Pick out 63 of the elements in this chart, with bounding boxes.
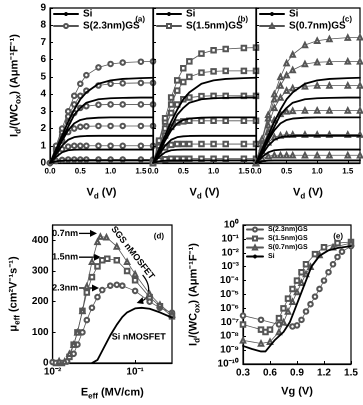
annotation: 2.3nm (52, 282, 78, 292)
y-tick-label: 6 (40, 54, 46, 66)
x-tick-label: 0.5 (281, 166, 293, 176)
text: (a) (135, 14, 146, 24)
x-tick-label: 1.5 (135, 166, 147, 176)
legend-label: S(1.5nm)GS (186, 20, 244, 32)
y-tick-label: 10⁻⁵ (220, 289, 240, 300)
y-tick-label: 2 (40, 123, 46, 134)
y-tick-label: 10⁻² (222, 247, 240, 258)
y-tick-label: 8 (40, 20, 46, 31)
legend-label: Si (186, 8, 196, 20)
y-tick-label: 0 (40, 158, 46, 168)
y-tick-label: 300 (32, 266, 50, 276)
x-tick-label: 0.0 (44, 166, 56, 176)
annotation: Si nMOSFET (112, 331, 166, 342)
legend-label: Si (289, 8, 299, 20)
y-tick-label: 0 (43, 358, 50, 368)
y-tick-label: 10⁻⁶ (220, 302, 239, 314)
y-tick-label: 10⁻⁷ (220, 316, 239, 328)
legend-label: S(0.7nm)GS (289, 20, 346, 32)
x-tick-label: 0.9 (290, 368, 304, 378)
x-tick-label: 1.0 (208, 166, 220, 176)
legend-label: S(2.3nm)GS (83, 20, 140, 32)
y-tick-label: 7 (40, 36, 46, 48)
y-tick-label: 10⁻³ (222, 261, 240, 272)
y-tick-label: 10⁻⁴ (220, 275, 240, 286)
y-tick-label: 10⁻¹ (222, 233, 240, 244)
x-tick-label: 1.5 (342, 166, 354, 176)
x-axis-title: Vg (V) (281, 386, 314, 398)
text: (b) (238, 14, 248, 24)
annotation: 0.7nm (52, 228, 78, 238)
y-tick-label: 3 (40, 106, 46, 117)
x-tick-label: 1.0 (312, 166, 324, 176)
y-axis-title: Id/(WCox) (Aμm⁻¹F⁻¹) (8, 34, 22, 137)
x-tick-label: 0.0 (147, 166, 160, 176)
y-tick-label: 200 (32, 296, 50, 308)
y-tick-label: 9 (40, 2, 46, 14)
x-tick-label: 10⁻¹ (126, 366, 144, 378)
y-tick-label: 10⁻⁹ (220, 344, 240, 356)
x-tick-label: 1.2 (317, 368, 332, 378)
legend-label: Si (83, 8, 93, 20)
x-tick-label: 0.5 (178, 166, 190, 176)
y-tick-label: 10⁰ (224, 218, 239, 230)
annotation: 1.5nm (52, 252, 78, 262)
y-tick-label: 10⁻⁸ (220, 330, 240, 342)
x-tick-label: 0.5 (74, 166, 86, 176)
x-tick-label: 0.3 (236, 368, 250, 378)
text: (d) (154, 232, 164, 240)
y-tick-label: 1 (40, 140, 46, 152)
y-tick-label: 10⁻¹⁰ (218, 358, 239, 370)
x-tick-label: 1.5 (238, 166, 250, 176)
x-tick-label: 1.0 (105, 166, 117, 176)
y-axis-title: Id/(WCox) (Aμm⁻¹F⁻¹) (188, 242, 202, 346)
x-tick-label: 0.0 (250, 166, 262, 176)
y-tick-label: 400 (32, 234, 50, 246)
y-axis-title: μeff (cm²V⁻¹s⁻¹) (8, 256, 22, 332)
y-tick-label: 100 (32, 326, 50, 338)
text: (e) (333, 232, 344, 240)
x-tick-label: 1.5 (344, 368, 358, 378)
x-tick-label: 0.6 (263, 368, 278, 378)
y-tick-label: 5 (40, 71, 46, 82)
text: (c) (342, 14, 352, 24)
y-tick-label: 4 (40, 88, 46, 100)
